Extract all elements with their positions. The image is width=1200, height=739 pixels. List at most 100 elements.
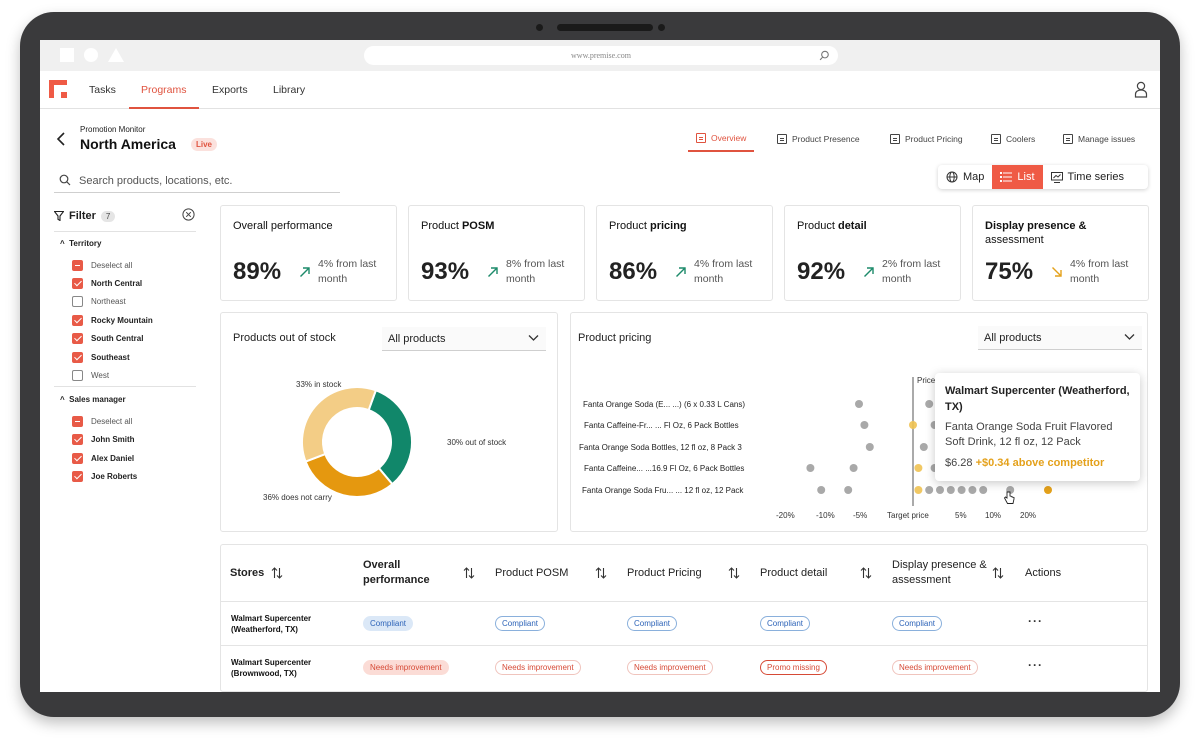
- donut-slice[interactable]: [304, 452, 394, 498]
- territory-south-central[interactable]: South Central: [72, 332, 143, 344]
- price-point[interactable]: [925, 400, 934, 408]
- nav-programs[interactable]: Programs: [129, 71, 199, 109]
- tab-product-presence[interactable]: Product Presence: [777, 126, 860, 152]
- tab-coolers[interactable]: Coolers: [991, 126, 1035, 152]
- nav-tasks[interactable]: Tasks: [89, 84, 116, 96]
- pricing-tooltip: Walmart Supercenter (Weatherford, TX) Fa…: [935, 373, 1140, 481]
- globe-icon: [946, 171, 958, 183]
- sales-manager-group-header[interactable]: ^ Sales manager: [60, 395, 126, 404]
- time-series-button[interactable]: Time series: [1043, 165, 1132, 189]
- premise-logo[interactable]: [49, 80, 67, 98]
- status-badge: Needs improvement: [627, 660, 713, 675]
- nav-exports[interactable]: Exports: [212, 84, 248, 96]
- sort-icon[interactable]: [860, 567, 872, 579]
- col-header-display[interactable]: Display presence & assessment: [892, 558, 992, 588]
- url-bar[interactable]: www.premise.com: [364, 46, 838, 65]
- pricing-products-dropdown[interactable]: All products: [978, 326, 1142, 350]
- stock-products-dropdown[interactable]: All products: [382, 327, 546, 351]
- checkbox[interactable]: [72, 452, 83, 464]
- kpi-card-detail[interactable]: Product detail 92% 2% from last month: [784, 205, 961, 301]
- col-header-stores[interactable]: Stores: [230, 566, 264, 581]
- price-point[interactable]: [806, 464, 815, 472]
- price-point[interactable]: [914, 486, 923, 494]
- row-actions-button[interactable]: ···: [1028, 614, 1043, 628]
- sort-icon[interactable]: [271, 567, 283, 579]
- table-row[interactable]: Walmart Supercenter (Brownwood, TX) Needs…: [221, 645, 1147, 689]
- tab-product-pricing[interactable]: Product Pricing: [890, 126, 963, 152]
- list-view-button[interactable]: List: [992, 165, 1043, 189]
- manager-deselect-all[interactable]: Deselect all: [72, 415, 132, 427]
- price-point[interactable]: [844, 486, 853, 494]
- col-header-posm[interactable]: Product POSM: [495, 566, 568, 581]
- nav-library[interactable]: Library: [273, 84, 306, 96]
- sort-icon[interactable]: [992, 567, 1004, 579]
- price-point[interactable]: [855, 400, 863, 408]
- time-series-label: Time series: [1067, 171, 1124, 183]
- territory-northeast[interactable]: Northeast: [72, 295, 126, 307]
- sort-icon[interactable]: [463, 567, 475, 579]
- stock-donut-chart: [301, 386, 413, 498]
- kpi-title-bold: detail: [837, 220, 867, 232]
- search-input[interactable]: [79, 172, 334, 190]
- territory-rocky-mountain[interactable]: Rocky Mountain: [72, 314, 153, 326]
- price-point[interactable]: [865, 443, 874, 451]
- divider: [54, 231, 196, 232]
- tab-overview[interactable]: Overview: [688, 126, 755, 152]
- territory-deselect-all[interactable]: Deselect all: [72, 259, 132, 271]
- price-point[interactable]: [909, 421, 917, 429]
- price-point[interactable]: [925, 486, 934, 494]
- manager-john-smith[interactable]: John Smith: [72, 433, 135, 445]
- back-arrow-icon[interactable]: [54, 131, 70, 147]
- row-actions-button[interactable]: ···: [1028, 658, 1043, 672]
- price-point[interactable]: [919, 443, 928, 451]
- checkbox[interactable]: [72, 415, 83, 427]
- clear-filter-icon[interactable]: [182, 208, 195, 221]
- checkbox[interactable]: [72, 259, 83, 271]
- price-point[interactable]: [946, 486, 955, 494]
- price-point[interactable]: [936, 486, 944, 494]
- territory-group-header[interactable]: ^ Territory: [60, 239, 101, 248]
- price-point[interactable]: [817, 486, 826, 494]
- territory-southeast[interactable]: Southeast: [72, 351, 130, 363]
- price-point[interactable]: [968, 486, 977, 494]
- price-point[interactable]: [860, 421, 869, 429]
- search-icon[interactable]: [819, 50, 830, 61]
- checkbox[interactable]: [72, 314, 83, 326]
- checkbox[interactable]: [72, 295, 83, 307]
- territory-group-label: Territory: [69, 239, 102, 248]
- territory-west[interactable]: West: [72, 369, 109, 381]
- user-icon[interactable]: [1134, 81, 1148, 98]
- arrow-down-right-icon: [1052, 267, 1062, 277]
- checkbox[interactable]: [72, 433, 83, 445]
- col-header-detail[interactable]: Product detail: [760, 566, 827, 581]
- arrow-up-right-icon: [488, 267, 498, 277]
- kpi-card-posm[interactable]: Product POSM 93% 8% from last month: [408, 205, 585, 301]
- kpi-card-overall[interactable]: Overall performance 89% 4% from last mon…: [220, 205, 397, 301]
- sort-icon[interactable]: [728, 567, 740, 579]
- kpi-card-display[interactable]: Display presence & assessment 75% 4% from…: [972, 205, 1149, 301]
- checkbox[interactable]: [72, 277, 83, 289]
- territory-north-central[interactable]: North Central: [72, 277, 142, 289]
- price-point[interactable]: [849, 464, 858, 472]
- kpi-card-pricing[interactable]: Product pricing 86% 4% from last month: [596, 205, 773, 301]
- manager-joe-roberts[interactable]: Joe Roberts: [72, 470, 137, 482]
- table-row[interactable]: Walmart Supercenter (Weatherford, TX) Com…: [221, 601, 1147, 645]
- checkbox[interactable]: [72, 369, 83, 381]
- price-point[interactable]: [979, 486, 988, 494]
- filter-header[interactable]: Filter 7: [54, 208, 204, 224]
- manager-alex-daniel[interactable]: Alex Daniel: [72, 452, 134, 464]
- sort-icon[interactable]: [595, 567, 607, 579]
- checkbox[interactable]: [72, 332, 83, 344]
- donut-slice[interactable]: [301, 386, 378, 463]
- x-tick: -10%: [816, 511, 835, 520]
- highlighted-price-point[interactable]: [1044, 486, 1052, 494]
- map-view-button[interactable]: Map: [938, 165, 992, 189]
- tab-manage-issues[interactable]: Manage issues: [1063, 126, 1135, 152]
- col-header-pricing[interactable]: Product Pricing: [627, 566, 702, 581]
- checkbox[interactable]: [72, 351, 83, 363]
- col-header-overall[interactable]: Overall performance: [363, 558, 453, 588]
- checkbox[interactable]: [72, 470, 83, 482]
- price-point[interactable]: [957, 486, 966, 494]
- price-point[interactable]: [914, 464, 923, 472]
- kpi-title: Product detail: [797, 219, 867, 233]
